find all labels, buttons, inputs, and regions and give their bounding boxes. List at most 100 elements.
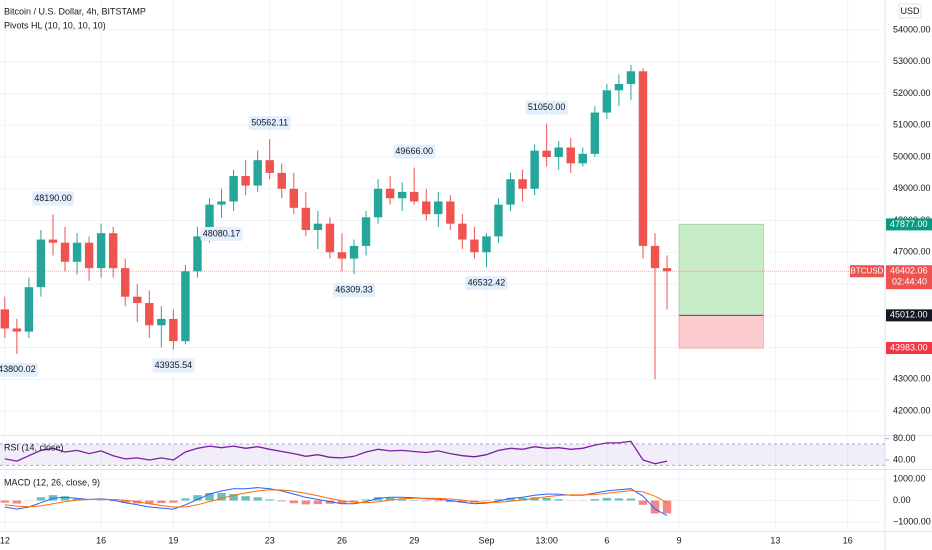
macd-hist-bar xyxy=(614,498,624,501)
macd-hist-bar xyxy=(157,500,166,504)
macd-hist-bar xyxy=(229,494,238,501)
x-tick-label: Sep xyxy=(478,535,494,545)
candle-body xyxy=(482,236,491,253)
candle-body xyxy=(265,160,274,173)
macd-hist-bar xyxy=(265,499,274,501)
candle-body xyxy=(241,176,250,186)
candle-body xyxy=(157,318,166,326)
candle-body xyxy=(277,172,286,189)
candle-body xyxy=(133,296,142,304)
labels: Bitcoin / U.S. Dollar, 4h, BITSTAMP Pivo… xyxy=(0,3,932,545)
candle-body xyxy=(0,309,10,329)
macd-hist-bar xyxy=(60,496,70,501)
macd-hist-bar xyxy=(301,500,311,505)
rsi-label: RSI (14, close) xyxy=(4,442,64,452)
macd-hist-bar xyxy=(349,500,359,503)
pivot-label: 43800.02 xyxy=(0,364,36,374)
candle-body xyxy=(422,201,431,215)
y-tick-label: 49000.00 xyxy=(893,183,931,193)
candle-body xyxy=(60,242,70,262)
pivot-label: 50562.11 xyxy=(251,118,288,128)
stop-tag-label: 43983.00 xyxy=(890,342,928,352)
candle-body xyxy=(24,287,34,332)
candle-body xyxy=(361,217,371,246)
macd-tick-label: 1000.00 xyxy=(893,473,926,483)
macd-hist-bar xyxy=(108,500,118,502)
candle-body xyxy=(337,252,347,259)
macd-hist-bar xyxy=(530,497,539,501)
candle-body xyxy=(602,90,612,113)
macd-hist-bar xyxy=(361,499,371,501)
rsi-band xyxy=(0,444,885,466)
chart-title: Bitcoin / U.S. Dollar, 4h, BITSTAMP xyxy=(4,6,146,16)
macd-hist-bar xyxy=(193,495,202,501)
macd-line xyxy=(4,487,668,517)
pivot-box xyxy=(248,116,291,131)
x-tick-label: 23 xyxy=(265,535,275,545)
candle-body xyxy=(108,233,118,269)
y-tick-label: 43000.00 xyxy=(893,374,931,384)
macd-hist-bar xyxy=(313,500,323,505)
pivot-box xyxy=(393,144,436,159)
macd-hist-bar xyxy=(494,499,503,501)
y-tick-label: 51000.00 xyxy=(893,120,931,130)
candle-body xyxy=(554,147,563,158)
macd-hist-bar xyxy=(253,497,262,501)
y-tick-label: 42000.00 xyxy=(893,405,931,415)
last-price-countdown: 02:44:40 xyxy=(892,277,927,287)
pivot-label: 48190.00 xyxy=(34,193,72,203)
y-tick-label: 52000.00 xyxy=(893,88,931,98)
candle-body xyxy=(385,188,395,199)
candle-body xyxy=(72,242,82,262)
macd-hist-bar xyxy=(482,500,491,502)
candle-body xyxy=(470,239,479,253)
candle-body xyxy=(434,201,443,215)
pivot-box xyxy=(525,100,568,115)
x-tick-label: 6 xyxy=(604,535,609,545)
candle-body xyxy=(458,223,467,240)
candle-body xyxy=(590,112,600,154)
candle-body xyxy=(626,71,636,84)
y-tick-label: 54000.00 xyxy=(893,24,931,34)
grid xyxy=(0,0,889,531)
currency[interactable]: USD xyxy=(900,6,920,16)
macd-hist-bar xyxy=(205,493,214,501)
macd-hist-bar xyxy=(289,500,299,504)
macd-hist-bar xyxy=(325,500,335,504)
macd-hist-bar xyxy=(554,499,563,501)
macd-hist-bar xyxy=(446,500,455,503)
x-tick-label: 12 xyxy=(0,535,10,545)
macd-hist-bar xyxy=(337,500,347,504)
macd-tick-label: 0.00 xyxy=(893,495,911,505)
candle-body xyxy=(530,150,539,189)
y-tick-label: 53000.00 xyxy=(893,56,931,66)
macd-label: MACD (12, 26, close, 9) xyxy=(4,477,100,487)
currency-box[interactable] xyxy=(898,3,922,19)
candle-body xyxy=(48,239,58,243)
stop-tag xyxy=(886,342,932,355)
pivot-box xyxy=(0,362,38,377)
target-tag-label: 47877.00 xyxy=(890,219,928,229)
rsi-tick-label: 40.00 xyxy=(893,454,916,464)
indicator-label: Pivots HL (10, 10, 10, 10) xyxy=(4,20,106,30)
macd-hist-bar xyxy=(590,499,600,501)
pivot-box xyxy=(200,226,243,241)
macd-hist-bar xyxy=(145,500,154,504)
macd-hist-bar xyxy=(662,500,672,514)
candle-body xyxy=(36,239,46,288)
candle-body xyxy=(409,191,419,202)
pivot-label: 49666.00 xyxy=(395,146,433,156)
pivot-box xyxy=(465,276,508,291)
marks xyxy=(0,64,885,517)
candle-body xyxy=(578,153,587,164)
macd-hist-bar xyxy=(638,500,648,505)
symbol-tag-label: BTCUSD xyxy=(851,266,884,275)
x-tick-label: 19 xyxy=(168,535,178,545)
candle-body xyxy=(662,268,672,272)
macd-hist-bar xyxy=(542,497,551,501)
candle-body xyxy=(518,179,527,189)
candle-body xyxy=(373,188,383,218)
macd-hist-bar xyxy=(458,500,467,503)
pivot-label: 51050.00 xyxy=(528,102,566,112)
